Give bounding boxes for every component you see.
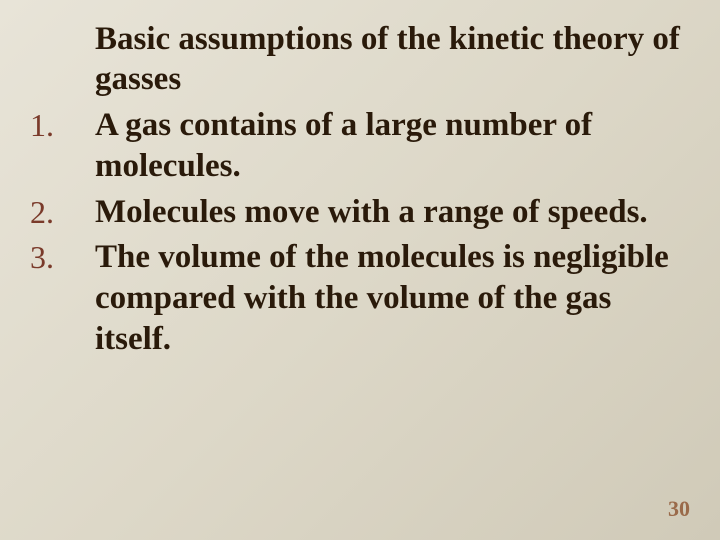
list-item: 2. Molecules move with a range of speeds… <box>30 192 680 233</box>
item-text: A gas contains of a large number of mole… <box>95 105 680 188</box>
item-text: Molecules move with a range of speeds. <box>95 192 680 233</box>
assumptions-list: 1. A gas contains of a large number of m… <box>30 105 680 361</box>
slide-title: Basic assumptions of the kinetic theory … <box>95 20 680 99</box>
item-number: 2. <box>30 192 95 233</box>
slide-content: Basic assumptions of the kinetic theory … <box>0 0 720 361</box>
list-item: 1. A gas contains of a large number of m… <box>30 105 680 188</box>
item-number: 1. <box>30 105 95 188</box>
list-item: 3. The volume of the molecules is neglig… <box>30 237 680 361</box>
item-number: 3. <box>30 237 95 361</box>
item-text: The volume of the molecules is negligibl… <box>95 237 680 361</box>
page-number: 30 <box>668 496 690 522</box>
